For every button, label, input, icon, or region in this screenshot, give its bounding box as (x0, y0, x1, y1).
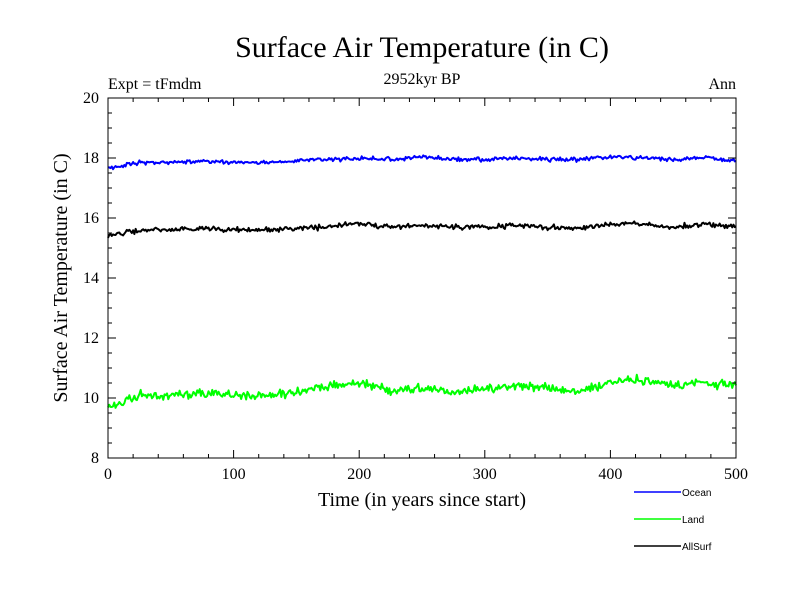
x-tick-label: 300 (473, 466, 497, 483)
y-tick-label: 10 (83, 390, 99, 407)
legend-label-ocean: Ocean (682, 488, 711, 499)
legend-label-allsurf: AllSurf (682, 542, 712, 553)
y-tick-label: 8 (91, 450, 99, 467)
x-tick-label: 100 (222, 466, 246, 483)
x-tick-label: 400 (598, 466, 622, 483)
y-tick-label: 18 (83, 150, 99, 167)
series-line-land (107, 373, 737, 409)
legend: Ocean Land AllSurf (634, 488, 712, 553)
y-tick-label: 14 (83, 270, 99, 287)
x-tick-label: 0 (104, 466, 112, 483)
series-layer (107, 154, 737, 409)
series-line-allsurf (107, 220, 737, 239)
legend-label-land: Land (682, 515, 704, 526)
y-tick-label: 16 (83, 210, 99, 227)
y-tick-label: 12 (83, 330, 99, 347)
x-tick-label: 500 (724, 466, 748, 483)
series-line-ocean (107, 154, 737, 171)
ticks-layer: 0 100 200 300 400 500 8 10 12 14 16 18 20 (83, 90, 748, 483)
chart-title: Surface Air Temperature (in C) (235, 31, 609, 64)
experiment-label: Expt = tFmdm (108, 76, 202, 93)
chart-subtitle: 2952kyr BP (384, 71, 461, 88)
y-axis-label: Surface Air Temperature (in C) (50, 153, 72, 402)
x-tick-label: 200 (347, 466, 371, 483)
period-label: Ann (708, 76, 736, 93)
x-axis-label: Time (in years since start) (318, 489, 526, 511)
plot-frame (107, 97, 737, 459)
y-tick-label: 20 (83, 90, 99, 107)
